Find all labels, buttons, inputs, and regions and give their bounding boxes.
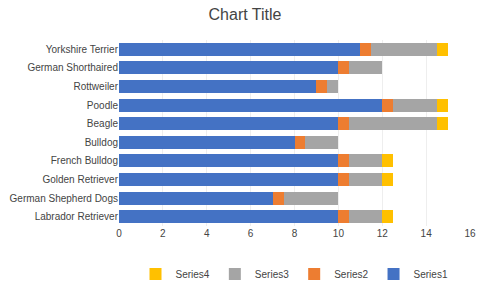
svg-text:0: 0	[116, 228, 122, 239]
svg-text:6: 6	[248, 228, 254, 239]
svg-text:German Shepherd Dogs: German Shepherd Dogs	[10, 193, 118, 204]
svg-text:Series1: Series1	[414, 269, 448, 280]
svg-text:8: 8	[292, 228, 298, 239]
svg-text:4: 4	[204, 228, 210, 239]
svg-text:Series2: Series2	[334, 269, 368, 280]
svg-text:Bulldog: Bulldog	[85, 137, 118, 148]
svg-text:Yorkshire Terrier: Yorkshire Terrier	[46, 44, 119, 55]
svg-text:Series4: Series4	[176, 269, 210, 280]
svg-text:14: 14	[421, 228, 433, 239]
svg-text:Labrador Retriever: Labrador Retriever	[35, 211, 119, 222]
svg-text:2: 2	[160, 228, 166, 239]
svg-text:Chart Title: Chart Title	[209, 6, 282, 23]
svg-text:Beagle: Beagle	[87, 118, 119, 129]
svg-text:French Bulldog: French Bulldog	[51, 155, 118, 166]
svg-text:16: 16	[464, 228, 476, 239]
svg-text:Rottweiler: Rottweiler	[74, 81, 119, 92]
svg-text:German Shorthaired: German Shorthaired	[27, 62, 118, 73]
svg-text:10: 10	[333, 228, 345, 239]
svg-text:12: 12	[377, 228, 389, 239]
svg-text:Golden Retriever: Golden Retriever	[42, 174, 118, 185]
svg-text:Poodle: Poodle	[87, 100, 119, 111]
svg-text:Series3: Series3	[255, 269, 289, 280]
